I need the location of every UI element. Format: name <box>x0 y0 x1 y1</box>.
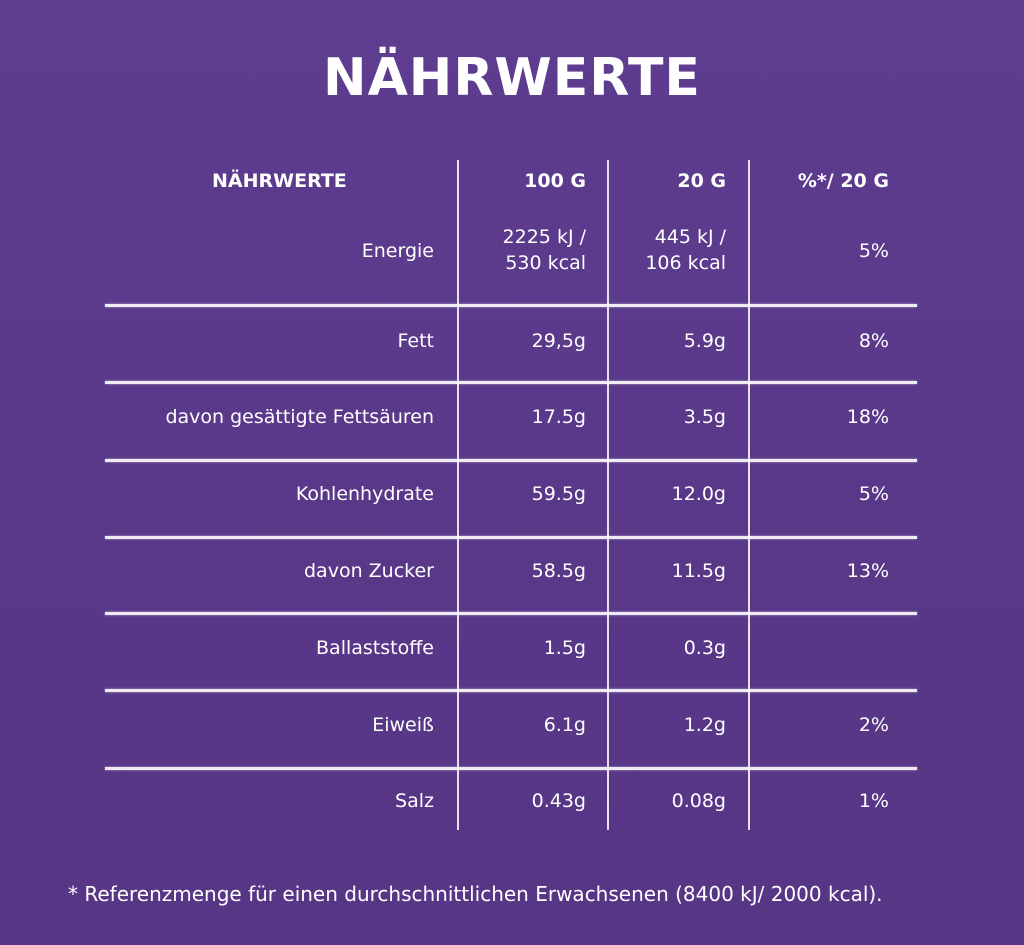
row-divider <box>105 381 917 384</box>
row-value-100g: 59.5g <box>531 483 586 505</box>
row-value-20g: 0.3g <box>683 637 726 659</box>
row-value-20g: 0.08g <box>671 790 726 812</box>
row-value-100g: 17.5g <box>531 406 586 428</box>
value-line: 2225 kJ / <box>502 226 586 248</box>
column-divider <box>748 160 750 830</box>
row-divider <box>105 536 917 539</box>
column-divider <box>607 160 609 830</box>
row-label-fiber: Ballaststoffe <box>316 637 434 659</box>
row-value-100g: 29,5g <box>531 330 586 352</box>
row-divider <box>105 304 917 307</box>
row-label-carbohydrates: Kohlenhydrate <box>295 483 434 505</box>
row-value-percent: 5% <box>858 483 889 505</box>
value-line: 445 kJ / <box>654 226 726 248</box>
row-label-energie: Energie <box>361 240 434 262</box>
row-value-percent: 8% <box>858 330 889 352</box>
row-divider <box>105 612 917 615</box>
header-20g: 20 G <box>677 170 726 192</box>
column-divider <box>457 160 459 830</box>
row-value-percent: 2% <box>858 714 889 736</box>
row-value-percent: 18% <box>846 406 889 428</box>
row-value-20g: 445 kJ / 106 kcal <box>645 224 726 276</box>
row-value-percent: 13% <box>846 560 889 582</box>
row-value-100g: 1.5g <box>543 637 586 659</box>
row-value-100g: 6.1g <box>543 714 586 736</box>
row-value-100g: 58.5g <box>531 560 586 582</box>
row-value-20g: 11.5g <box>671 560 726 582</box>
row-label-salt: Salz <box>395 790 434 812</box>
row-value-20g: 12.0g <box>671 483 726 505</box>
row-label-protein: Eiweiß <box>372 714 434 736</box>
row-divider <box>105 459 917 462</box>
page-title: NÄHRWERTE <box>323 48 701 108</box>
row-value-percent: 5% <box>858 240 889 262</box>
footnote: * Referenzmenge für einen durchschnittli… <box>68 882 883 906</box>
header-percent: %*/ 20 G <box>797 170 889 192</box>
header-label: NÄHRWERTE <box>212 170 347 192</box>
value-line: 106 kcal <box>645 252 726 274</box>
row-label-saturated-fat: davon gesättigte Fettsäuren <box>165 406 434 428</box>
row-label-fett: Fett <box>397 330 434 352</box>
row-divider <box>105 767 917 770</box>
row-divider <box>105 689 917 692</box>
row-label-sugar: davon Zucker <box>304 560 434 582</box>
row-value-20g: 5.9g <box>683 330 726 352</box>
header-100g: 100 G <box>524 170 586 192</box>
value-line: 530 kcal <box>505 252 586 274</box>
row-value-20g: 1.2g <box>683 714 726 736</box>
row-value-100g: 0.43g <box>531 790 586 812</box>
row-value-percent: 1% <box>858 790 889 812</box>
row-value-100g: 2225 kJ / 530 kcal <box>503 224 586 276</box>
row-value-20g: 3.5g <box>683 406 726 428</box>
